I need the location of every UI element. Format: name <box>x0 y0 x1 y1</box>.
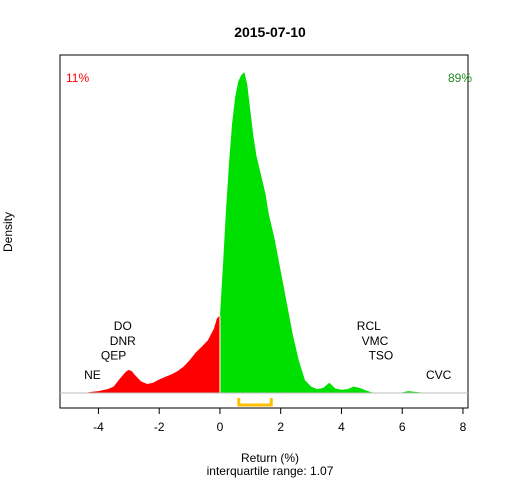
x-tick-label: 6 <box>399 420 406 434</box>
density-curve <box>83 72 457 393</box>
x-axis: -4 -2 0 2 4 6 8 <box>93 407 467 434</box>
iqr-bracket <box>237 398 273 407</box>
ticker-label-rcl: RCL <box>357 319 381 333</box>
ticker-label-do: DO <box>114 319 132 333</box>
positive-returns-area <box>219 72 457 393</box>
x-axis-label: Return (%) <box>241 451 299 465</box>
negative-returns-area <box>83 315 221 393</box>
x-tick-label: 2 <box>277 420 284 434</box>
negative-share-label: 11% <box>66 71 89 85</box>
positive-share-label: 89% <box>448 71 472 85</box>
ticker-label-qep: QEP <box>101 349 126 363</box>
iqr-subtitle: interquartile range: 1.07 <box>207 464 334 478</box>
ticker-label-cvc: CVC <box>426 368 452 382</box>
x-tick-label: 0 <box>217 420 224 434</box>
x-tick-label: 8 <box>460 420 467 434</box>
ticker-label-tso: TSO <box>369 349 394 363</box>
ticker-label-dnr: DNR <box>110 334 136 348</box>
x-tick-label: -2 <box>154 420 165 434</box>
x-tick-label: 4 <box>338 420 345 434</box>
y-axis-label: Density <box>1 212 15 252</box>
ticker-label-vmc: VMC <box>362 334 389 348</box>
x-tick-label: -4 <box>93 420 104 434</box>
ticker-label-ne: NE <box>84 368 101 382</box>
chart-title: 2015-07-10 <box>234 24 306 40</box>
